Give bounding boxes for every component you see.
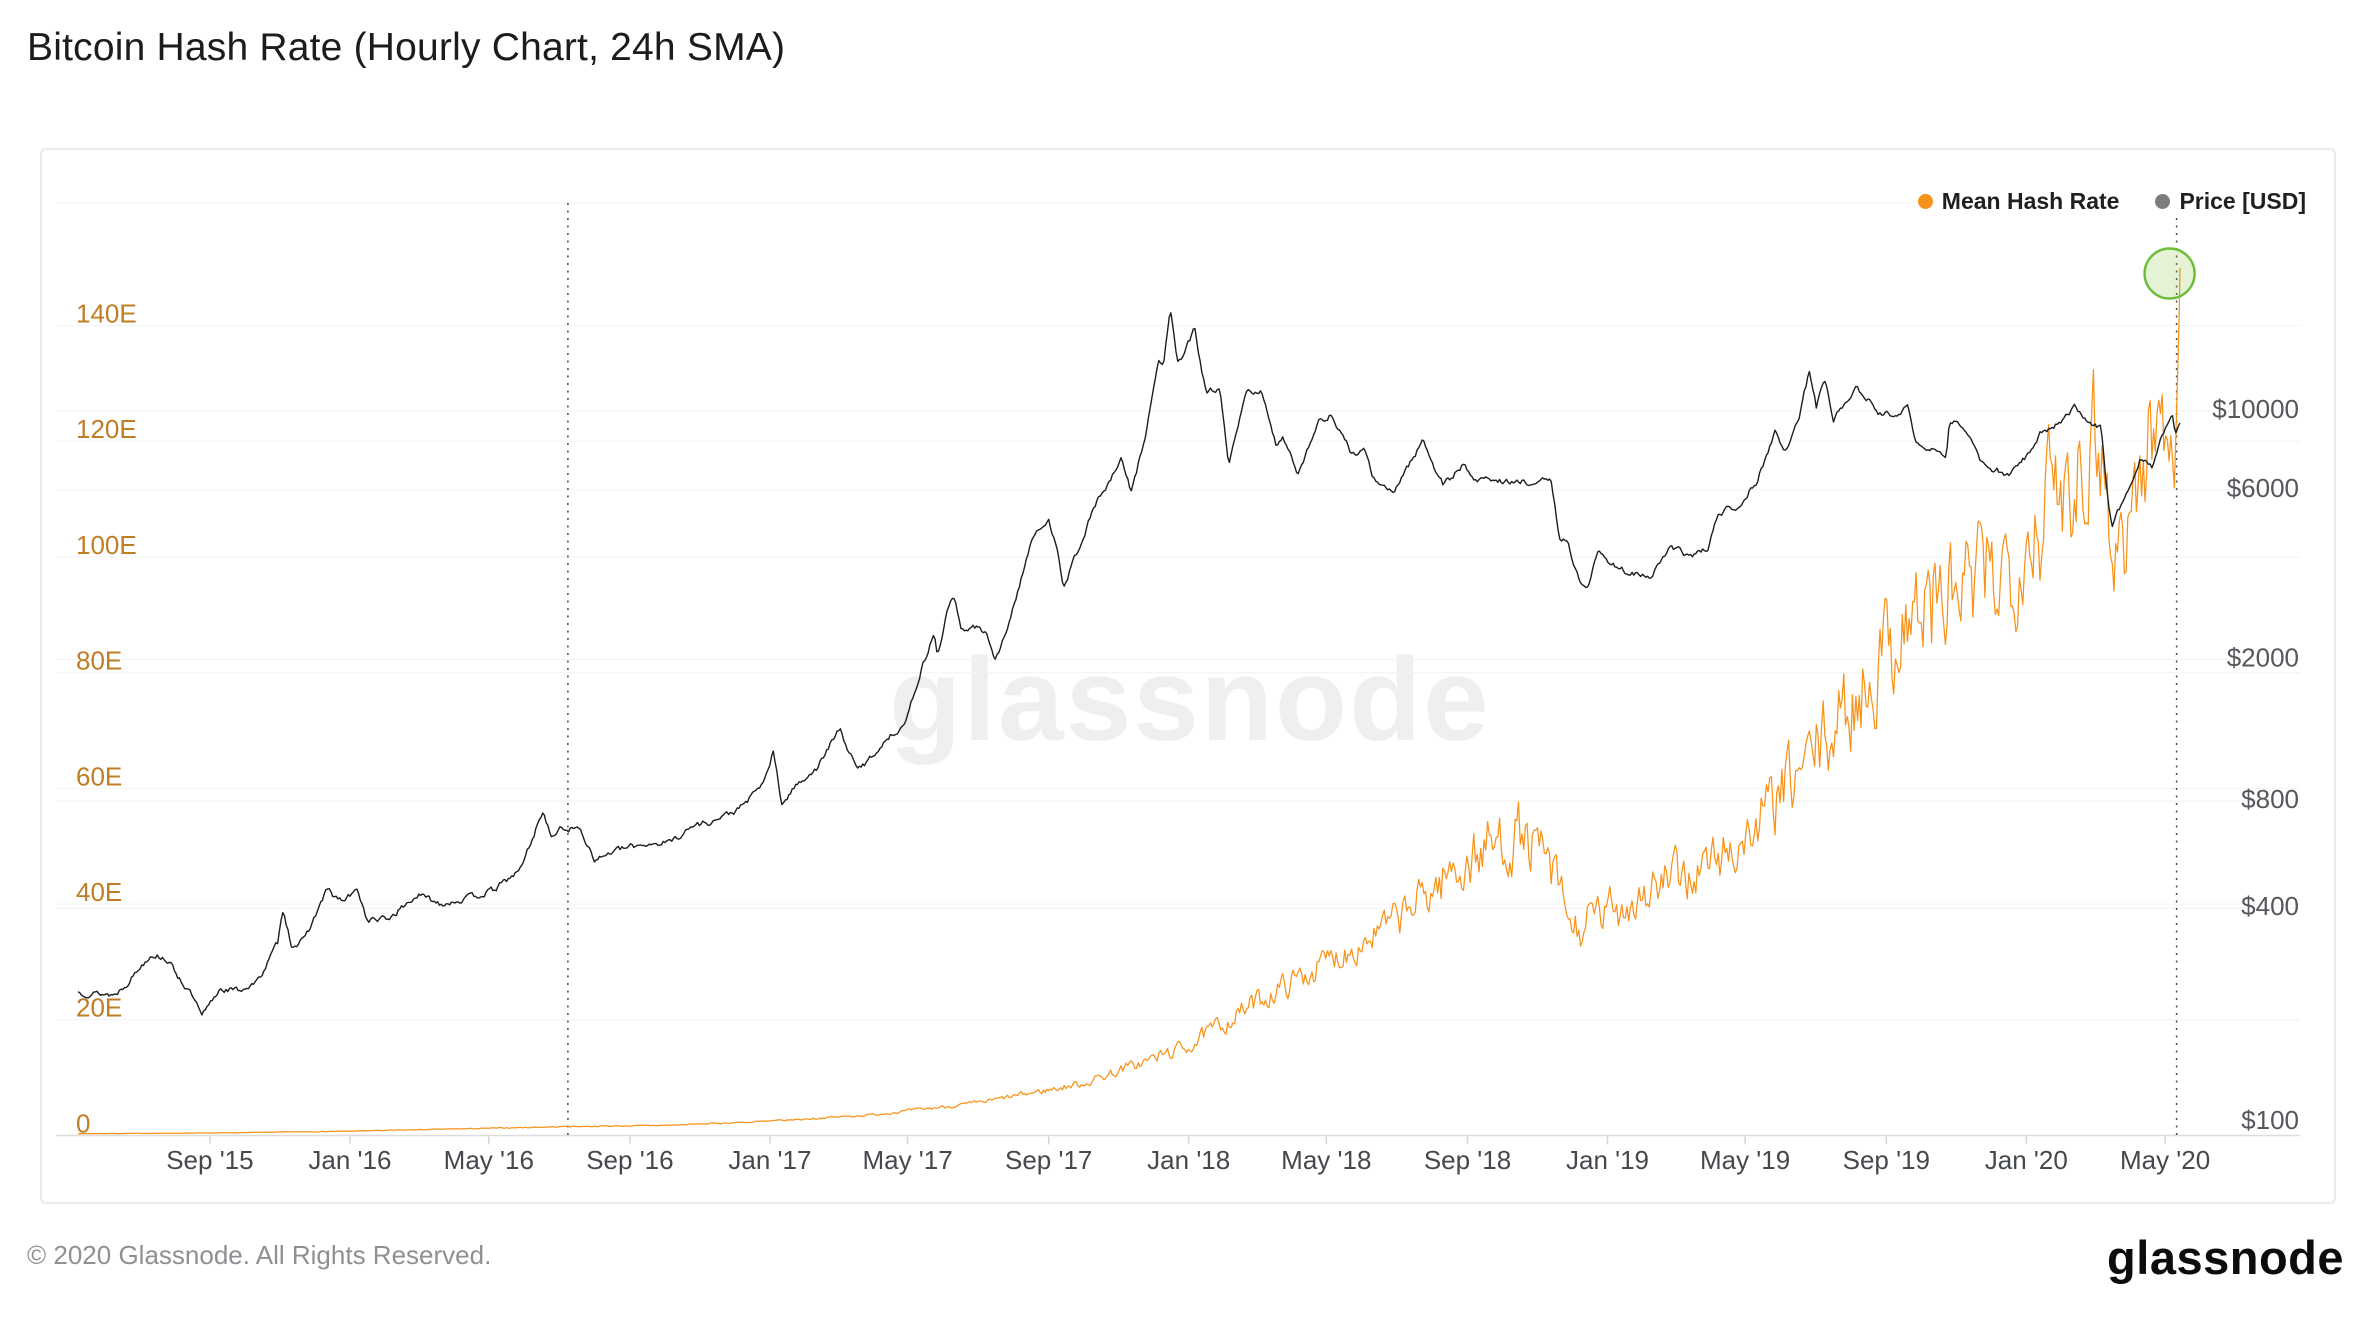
x-tick-label: Sep '16 (586, 1145, 673, 1175)
x-tick-label: Sep '15 (166, 1145, 253, 1175)
x-tick-label: Jan '19 (1566, 1145, 1649, 1175)
x-tick-label: Jan '18 (1147, 1145, 1230, 1175)
y-axis-right-labels: $100 $400 $800 $2000 $6000 $10000 (2212, 394, 2299, 1135)
legend-label: Mean Hash Rate (1941, 188, 2120, 214)
series-mean-hash-rate (77, 267, 2181, 1135)
glassnode-watermark: glassnode (889, 634, 1491, 766)
y-right-tick-label: $2000 (2227, 642, 2299, 672)
y-left-tick-label: 40E (76, 877, 122, 907)
y-right-tick-label: $100 (2241, 1105, 2299, 1135)
x-tick-label: May '18 (1281, 1145, 1371, 1175)
x-tick-label: May '17 (862, 1145, 952, 1175)
y-left-tick-label: 80E (76, 646, 122, 676)
x-tick-label: Jan '17 (728, 1145, 811, 1175)
series-price-usd- (77, 312, 2181, 1016)
mean-hash-rate-dot-icon (1917, 194, 1933, 209)
y-left-tick-label: 20E (76, 993, 122, 1023)
copyright-text: © 2020 Glassnode. All Rights Reserved. (27, 1240, 492, 1270)
x-tick-label: May '20 (2120, 1145, 2210, 1175)
y-left-tick-label: 60E (76, 761, 122, 791)
x-tick-label: Sep '19 (1843, 1145, 1930, 1175)
x-tick-label: May '19 (1700, 1145, 1790, 1175)
x-axis-labels: Sep '15 Jan '16 May '16 Sep '16 Jan '17 May '… (166, 1145, 2210, 1175)
y-right-tick-label: $6000 (2227, 473, 2299, 503)
x-tick-label: Jan '16 (308, 1145, 391, 1175)
price-usd-dot-icon (2155, 194, 2171, 209)
gridlines (56, 202, 2300, 1137)
x-tick-label: Jan '20 (1985, 1145, 2068, 1175)
x-axis-ticks (209, 1136, 2166, 1145)
legend-label: Price [USD] (2179, 188, 2306, 214)
y-axis-left-labels: 0 20E 40E 60E 80E 100E 120E 140E (76, 298, 137, 1138)
glassnode-logo: glassnode (2107, 1231, 2344, 1284)
x-tick-label: Sep '18 (1424, 1145, 1511, 1175)
legend-item-price-usd[interactable]: Price [USD] (2155, 188, 2306, 215)
y-right-tick-label: $800 (2241, 784, 2299, 814)
legend-item-mean-hash-rate[interactable]: Mean Hash Rate (1917, 188, 2120, 215)
x-tick-label: Sep '17 (1005, 1145, 1092, 1175)
halving-marker-lines (567, 203, 2178, 1136)
page-title: Bitcoin Hash Rate (Hourly Chart, 24h SMA… (27, 26, 786, 69)
y-left-tick-label: 140E (76, 298, 137, 328)
y-left-tick-label: 120E (76, 414, 137, 444)
x-tick-label: May '16 (444, 1145, 534, 1175)
chart-panel (40, 148, 2336, 1204)
y-left-tick-label: 100E (76, 530, 137, 560)
y-right-tick-label: $400 (2241, 891, 2299, 921)
chart-legend: Mean Hash Rate Price [USD] (1911, 186, 2312, 217)
halving-highlight-circle (2143, 247, 2196, 300)
y-right-tick-label: $10000 (2212, 394, 2299, 424)
y-left-tick-label: 0 (76, 1108, 90, 1138)
